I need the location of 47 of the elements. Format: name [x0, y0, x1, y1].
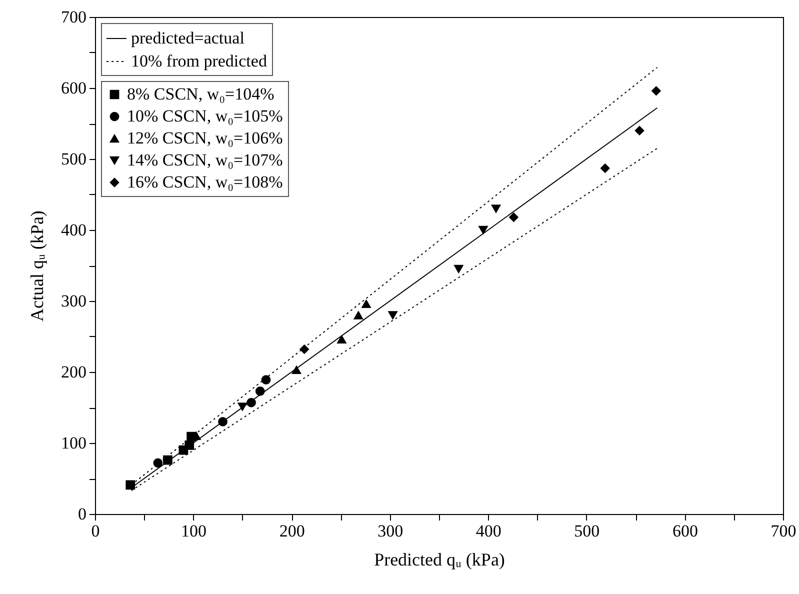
y-tick-label: 0 [78, 504, 86, 524]
y-tick-label: 700 [61, 8, 86, 26]
x-tick-label: 0 [91, 522, 100, 540]
point [354, 311, 364, 320]
point [600, 164, 610, 173]
point [261, 375, 271, 384]
x-tick-label: 100 [181, 522, 207, 540]
x-axis-title: Predicted qᵤ (kPa) [374, 550, 505, 570]
point [652, 86, 661, 96]
legend-label: 12% CSCN, w₀=106% [127, 128, 283, 148]
point [300, 344, 310, 354]
legend-label: 10% CSCN, w₀=105% [127, 106, 283, 126]
x-tick-label: 500 [574, 522, 600, 540]
y-tick-label: 500 [61, 150, 86, 168]
point [388, 311, 398, 320]
x-tick-label: 400 [476, 522, 502, 540]
point [246, 398, 256, 408]
point [126, 480, 136, 490]
point [218, 417, 228, 426]
y-tick-label: 400 [61, 220, 86, 240]
point [153, 458, 163, 468]
point [362, 300, 371, 308]
x-tick-label: 200 [279, 522, 305, 540]
x-tick-label: 700 [770, 522, 796, 540]
point [454, 264, 464, 274]
x-tick-label: 600 [672, 522, 698, 540]
x-tick-label: 300 [378, 522, 404, 540]
y-tick-label: 200 [61, 362, 86, 382]
point [238, 402, 248, 411]
y-axis-title: Actual qᵤ (kPa) [27, 210, 47, 322]
point [509, 212, 518, 222]
point [478, 226, 488, 234]
legend-label: 10% from predicted [131, 52, 268, 70]
legend-label: 16% CSCN, w₀=108% [127, 172, 283, 192]
point [184, 440, 194, 450]
y-tick-label: 100 [61, 434, 86, 452]
point [337, 335, 346, 344]
legend-label: 14% CSCN, w₀=107% [127, 150, 283, 170]
point [634, 126, 644, 136]
y-tick-label: 300 [61, 292, 86, 310]
y-tick-label: 600 [61, 78, 86, 98]
legend-label: predicted=actual [131, 28, 245, 48]
point [163, 455, 172, 465]
legend-label: 8% CSCN, w₀=104% [127, 84, 274, 104]
point [292, 366, 302, 374]
point [255, 386, 265, 396]
point [491, 204, 501, 213]
